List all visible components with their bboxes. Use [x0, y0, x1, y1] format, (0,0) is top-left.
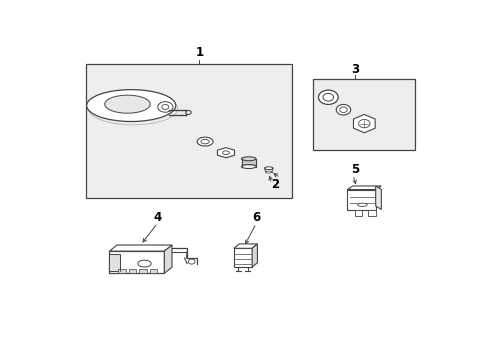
Text: 6: 6	[252, 211, 260, 224]
Polygon shape	[252, 244, 257, 267]
Ellipse shape	[265, 171, 271, 173]
Bar	[312, 79, 415, 150]
Ellipse shape	[86, 90, 175, 122]
Bar	[118, 269, 125, 273]
Ellipse shape	[158, 102, 173, 112]
Text: 5: 5	[350, 163, 358, 176]
Ellipse shape	[336, 104, 350, 115]
Ellipse shape	[357, 203, 366, 207]
Circle shape	[185, 111, 191, 114]
Bar	[109, 251, 164, 273]
Polygon shape	[233, 244, 257, 248]
Bar	[139, 269, 146, 273]
Ellipse shape	[339, 107, 346, 112]
Bar	[128, 269, 136, 273]
Text: 1: 1	[195, 46, 203, 59]
Ellipse shape	[138, 260, 151, 267]
Circle shape	[358, 120, 369, 128]
Ellipse shape	[104, 95, 150, 113]
Bar	[85, 64, 292, 198]
Ellipse shape	[318, 90, 338, 104]
Ellipse shape	[197, 137, 213, 146]
Polygon shape	[346, 186, 381, 190]
Text: 3: 3	[350, 63, 358, 76]
Ellipse shape	[323, 93, 333, 101]
Bar	[233, 248, 252, 267]
Text: 4: 4	[153, 211, 162, 224]
Polygon shape	[353, 114, 374, 133]
Bar	[346, 190, 375, 210]
Bar	[109, 254, 120, 270]
Ellipse shape	[222, 151, 229, 154]
Bar	[367, 210, 375, 216]
Text: 2: 2	[271, 178, 279, 191]
Ellipse shape	[162, 104, 168, 109]
Circle shape	[188, 259, 195, 264]
Polygon shape	[109, 245, 172, 251]
Ellipse shape	[264, 167, 272, 170]
Bar	[149, 269, 157, 273]
Bar	[354, 210, 362, 216]
Ellipse shape	[201, 139, 209, 144]
Polygon shape	[217, 148, 234, 158]
Polygon shape	[375, 186, 381, 210]
Polygon shape	[164, 245, 172, 273]
Ellipse shape	[241, 157, 255, 161]
Ellipse shape	[241, 165, 255, 168]
